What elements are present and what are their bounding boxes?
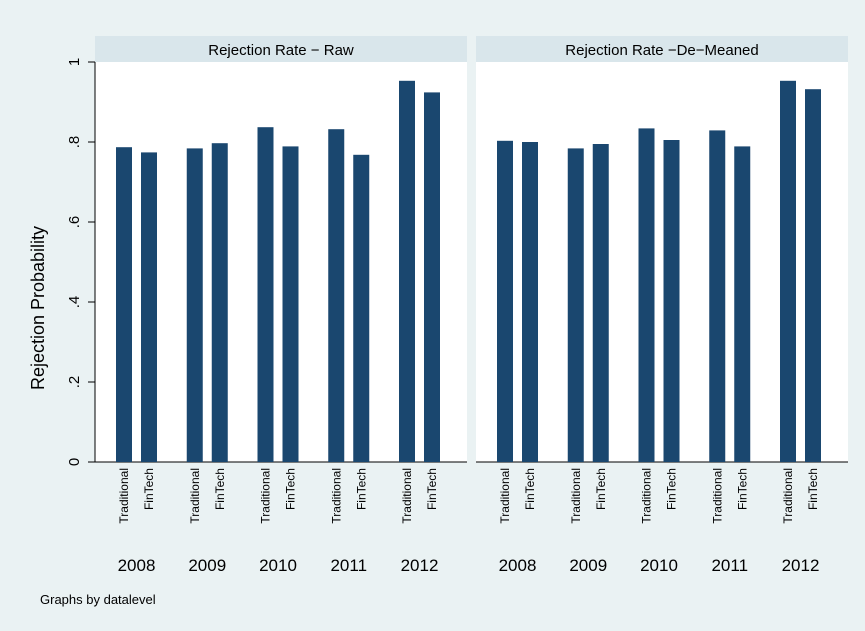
bar (116, 147, 132, 462)
y-axis-title: Rejection Probability (28, 226, 48, 390)
x-tick-label: FinTech (735, 468, 749, 510)
x-tick-label: Traditional (259, 468, 273, 524)
bar (186, 148, 203, 462)
x-tick-label: FinTech (594, 468, 608, 510)
bar (211, 143, 228, 462)
y-tick-label: .8 (66, 136, 83, 149)
bar (592, 144, 609, 462)
x-tick-label: Traditional (498, 468, 512, 524)
y-tick-label: 0 (66, 458, 83, 466)
x-group-label: 2008 (499, 556, 537, 575)
x-tick-label: Traditional (640, 468, 654, 524)
panel-title: Rejection Rate −De−Meaned (565, 42, 758, 59)
bar (399, 80, 415, 463)
y-tick-label: .4 (66, 296, 83, 309)
x-tick-label: FinTech (213, 468, 227, 510)
x-tick-label: FinTech (523, 468, 537, 510)
y-tick-label: 1 (66, 58, 83, 66)
panel-header (95, 36, 467, 62)
x-group-label: 2008 (118, 556, 156, 575)
x-tick-label: Traditional (329, 468, 343, 524)
y-tick-label: .2 (66, 376, 83, 389)
x-group-label: 2010 (259, 556, 297, 575)
bar (497, 140, 513, 463)
panel-header (476, 36, 848, 62)
x-tick-label: FinTech (142, 468, 156, 510)
x-group-label: 2012 (782, 556, 820, 575)
bar (328, 129, 345, 462)
x-group-label: 2012 (401, 556, 439, 575)
x-group-label: 2009 (569, 556, 607, 575)
x-tick-label: FinTech (284, 468, 298, 510)
x-tick-label: FinTech (806, 468, 820, 510)
bar (257, 127, 274, 462)
x-tick-label: Traditional (117, 468, 131, 524)
bar (638, 128, 655, 462)
bar (663, 140, 680, 462)
x-group-label: 2009 (188, 556, 226, 575)
x-tick-label: Traditional (569, 468, 583, 524)
note: Graphs by datalevel (40, 592, 156, 607)
bar (141, 152, 157, 462)
x-group-label: 2011 (711, 556, 748, 575)
bar (282, 146, 299, 462)
bar (780, 80, 796, 463)
x-group-label: 2011 (330, 556, 367, 575)
bar (522, 142, 538, 462)
y-tick-label: .6 (66, 216, 83, 229)
bar (567, 148, 584, 462)
bar (709, 130, 726, 462)
x-tick-label: Traditional (188, 468, 202, 524)
x-group-label: 2010 (640, 556, 678, 575)
x-tick-label: FinTech (425, 468, 439, 510)
bar (805, 89, 821, 462)
bar (424, 92, 440, 463)
x-tick-label: Traditional (400, 468, 414, 524)
x-tick-label: Traditional (781, 468, 795, 524)
x-tick-label: Traditional (710, 468, 724, 524)
bar (353, 154, 370, 463)
panel-title: Rejection Rate − Raw (208, 42, 354, 59)
x-tick-label: FinTech (354, 468, 368, 510)
bar (734, 146, 751, 462)
x-tick-label: FinTech (665, 468, 679, 510)
